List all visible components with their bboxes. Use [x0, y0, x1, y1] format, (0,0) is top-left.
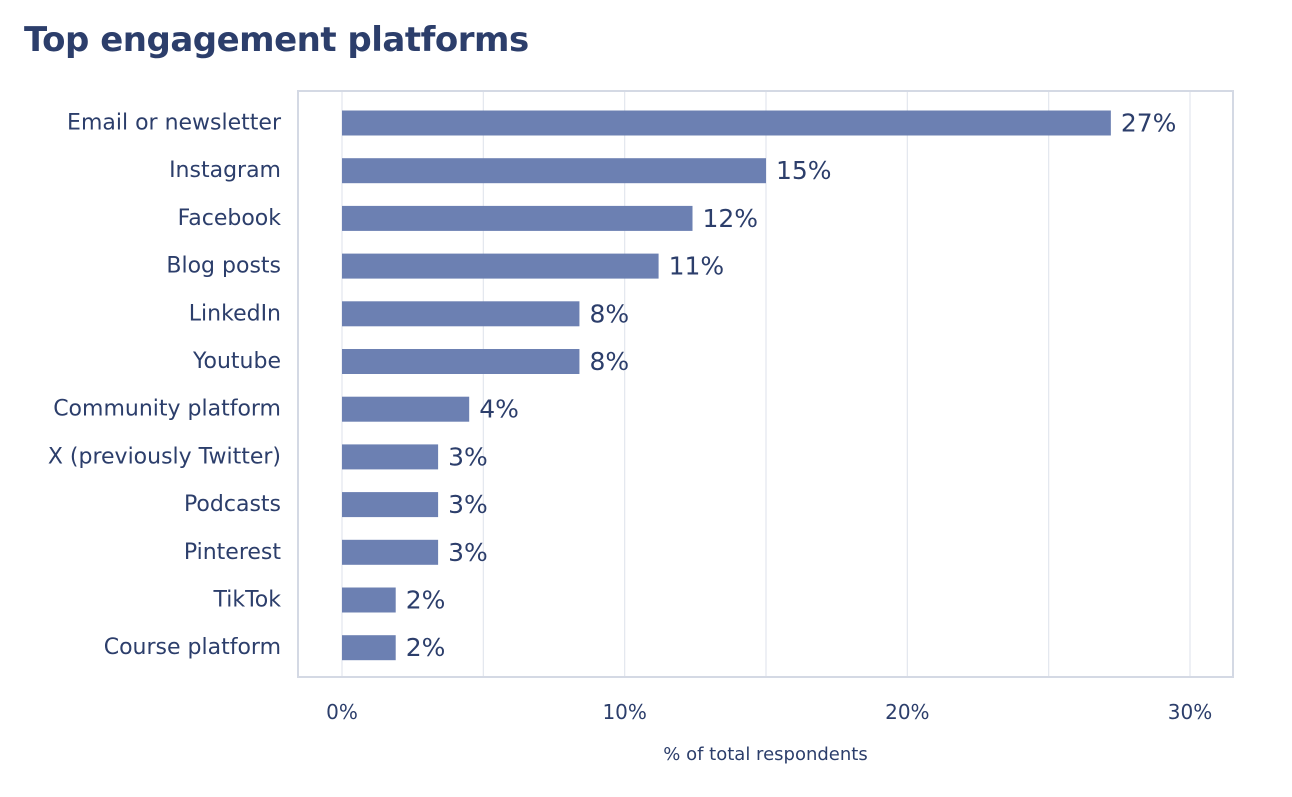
category-label: TikTok — [212, 588, 281, 613]
bar — [342, 587, 396, 613]
category-label: Facebook — [178, 206, 282, 231]
category-label: Course platform — [104, 635, 281, 660]
bar — [342, 539, 439, 565]
value-label: 11% — [669, 252, 725, 281]
x-tick-label: 30% — [1168, 700, 1212, 724]
bar — [342, 492, 439, 518]
x-tick-label: 0% — [326, 700, 358, 724]
value-label: 15% — [776, 156, 832, 185]
category-label: Pinterest — [184, 540, 282, 565]
value-label: 8% — [589, 347, 629, 376]
value-label: 3% — [448, 490, 488, 519]
bar — [342, 253, 659, 279]
value-label: 3% — [448, 442, 488, 471]
chart-title: Top engagement platforms — [24, 20, 529, 60]
plot-frame — [297, 90, 1234, 678]
value-label: 2% — [406, 586, 446, 615]
x-axis-title: % of total respondents — [663, 744, 867, 765]
x-tick-labels: 0% 10% 20% 30% — [326, 700, 1212, 724]
category-label: Instagram — [169, 158, 281, 183]
bars — [342, 110, 1111, 661]
category-label: Blog posts — [166, 254, 281, 279]
plot-border — [297, 90, 1234, 678]
value-labels: 27%15%12%11%8%8%4%3%3%3%2%2% — [406, 109, 1177, 663]
bar — [342, 396, 470, 422]
bar — [342, 205, 693, 231]
value-label: 3% — [448, 538, 488, 567]
value-label: 2% — [406, 633, 446, 662]
x-tick-label: 20% — [885, 700, 929, 724]
value-label: 12% — [703, 204, 759, 233]
grid-lines — [341, 91, 1191, 677]
category-label: Community platform — [53, 397, 281, 422]
value-label: 4% — [479, 395, 519, 424]
value-label: 27% — [1121, 109, 1177, 138]
bar — [342, 349, 580, 374]
category-label: LinkedIn — [189, 301, 281, 326]
category-label: X (previously Twitter) — [48, 444, 281, 469]
bar — [342, 635, 396, 661]
category-label: Youtube — [192, 349, 281, 374]
category-labels: Email or newsletter Instagram Facebook Blog… — [48, 111, 282, 661]
bar — [342, 158, 766, 184]
bar — [342, 110, 1111, 136]
value-label: 8% — [589, 299, 629, 328]
category-label: Email or newsletter — [67, 111, 282, 136]
x-tick-label: 10% — [602, 700, 646, 724]
category-label: Podcasts — [184, 492, 281, 517]
bar — [342, 444, 439, 470]
bar — [342, 301, 580, 327]
